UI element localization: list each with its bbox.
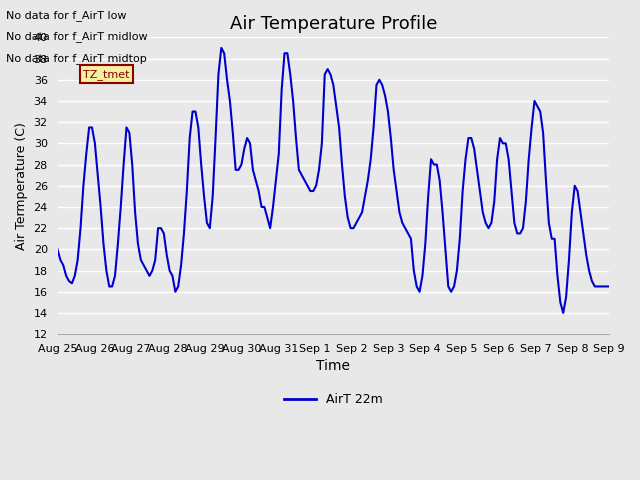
Text: No data for f_AirT low: No data for f_AirT low bbox=[6, 10, 127, 21]
X-axis label: Time: Time bbox=[316, 360, 350, 373]
Y-axis label: Air Termperature (C): Air Termperature (C) bbox=[15, 122, 28, 250]
Text: No data for f_AirT midlow: No data for f_AirT midlow bbox=[6, 31, 148, 42]
Text: TZ_tmet: TZ_tmet bbox=[83, 69, 130, 80]
Text: No data for f_AirT midtop: No data for f_AirT midtop bbox=[6, 53, 147, 64]
Legend: AirT 22m: AirT 22m bbox=[279, 388, 387, 411]
Title: Air Temperature Profile: Air Temperature Profile bbox=[230, 15, 437, 33]
